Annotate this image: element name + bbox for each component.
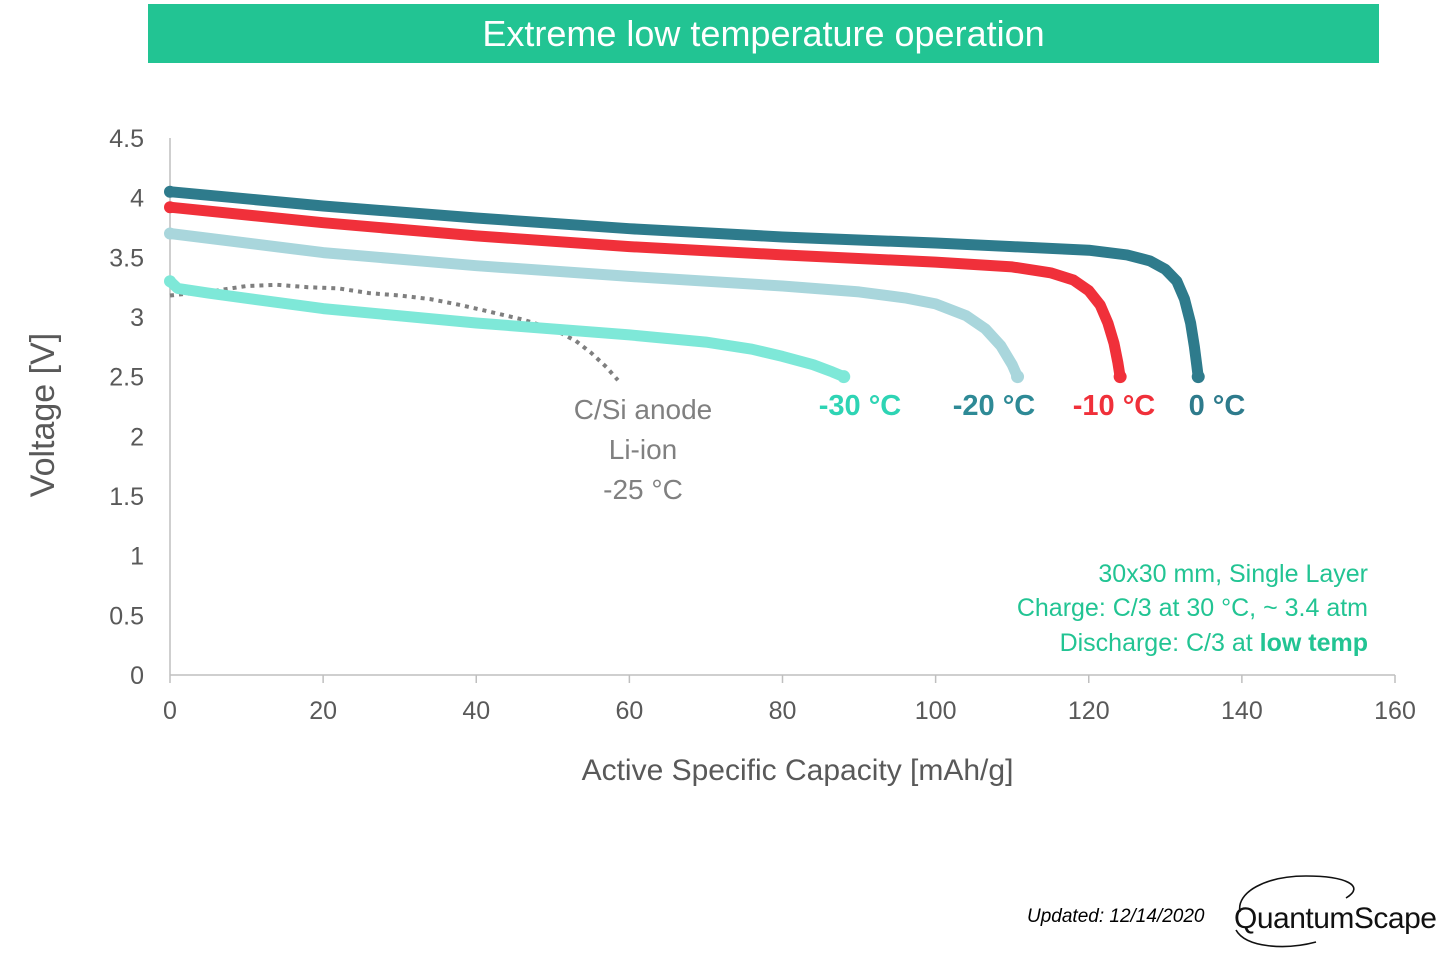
- x-tick-label: 140: [1221, 697, 1263, 725]
- y-tick-label: 2: [130, 423, 144, 451]
- y-tick-label: 3: [130, 304, 144, 332]
- y-tick-label: 1.5: [109, 483, 144, 511]
- series-end-point-1: [1113, 370, 1127, 384]
- note-line3-prefix: Discharge: C/3 at: [1060, 629, 1260, 657]
- y-tick-label: 0: [130, 662, 144, 690]
- series-start-point-2: [164, 227, 176, 240]
- x-tick-label: 160: [1374, 697, 1416, 725]
- test-conditions-note: 30x30 mm, Single Layer Charge: C/3 at 30…: [1017, 560, 1368, 657]
- series-line-4: [169, 282, 620, 382]
- series-start-point-3: [164, 275, 176, 288]
- note-line2: Charge: C/3 at 30 °C, ~ 3.4 atm: [1017, 594, 1368, 622]
- note-line3-bold: low temp: [1260, 629, 1368, 657]
- label-csi-line2: Li-ion: [609, 434, 677, 465]
- label-csi-line1: C/Si anode: [574, 394, 713, 425]
- logo-swoosh-icon: [1235, 875, 1355, 948]
- series-line-1: [164, 201, 1126, 383]
- series-labels: -30 °C -20 °C -10 °C 0 °C C/Si anode Li-…: [574, 390, 1246, 505]
- series-end-point-2: [1011, 370, 1025, 384]
- x-tick-label: 100: [915, 697, 957, 725]
- x-tick-label: 60: [615, 697, 643, 725]
- y-axis-title: Voltage [V]: [24, 333, 62, 497]
- x-tick-label: 40: [462, 697, 490, 725]
- y-tick-label: 1: [130, 543, 144, 571]
- y-tick-label: 4.5: [109, 125, 144, 153]
- label-s3: -30 °C: [819, 390, 902, 422]
- series-line-2: [164, 228, 1023, 383]
- series-line-3: [164, 275, 850, 383]
- y-tick-label: 2.5: [109, 364, 144, 392]
- note-line3: Discharge: C/3 at low temp: [1060, 629, 1368, 657]
- series-end-point-3: [837, 370, 851, 384]
- y-tick-label: 0.5: [109, 602, 144, 630]
- label-s1: -10 °C: [1073, 390, 1156, 422]
- updated-date: Updated: 12/14/2020: [1027, 906, 1205, 927]
- x-tick-label: 120: [1068, 697, 1110, 725]
- label-csi-line3: -25 °C: [603, 474, 683, 505]
- x-tick-label: 20: [309, 697, 337, 725]
- x-tick-label: 80: [769, 697, 797, 725]
- banner: Extreme low temperature operation: [148, 4, 1379, 63]
- note-line1: 30x30 mm, Single Layer: [1098, 560, 1368, 588]
- banner-title: Extreme low temperature operation: [482, 12, 1045, 54]
- series-end-point-0: [1191, 370, 1205, 384]
- x-axis-title: Active Specific Capacity [mAh/g]: [582, 754, 1014, 787]
- y-tick-label: 4: [130, 185, 144, 213]
- logo-text: QuantumScape: [1234, 902, 1437, 935]
- label-s2: -20 °C: [953, 390, 1036, 422]
- series-line-0: [164, 186, 1204, 383]
- label-s0: 0 °C: [1189, 390, 1246, 422]
- quantumscape-logo: QuantumScape: [1226, 872, 1437, 950]
- x-tick-label: 0: [163, 697, 177, 725]
- axes: 0 20 40 60 80 100 120 140 160 0 0.5 1 1.5 2 2.5 3 3.5 4 4.…: [24, 125, 1416, 787]
- series-layer: [164, 185, 1205, 384]
- series-start-point-1: [164, 201, 176, 214]
- y-tick-label: 3.5: [109, 244, 144, 272]
- series-start-point-0: [164, 185, 176, 198]
